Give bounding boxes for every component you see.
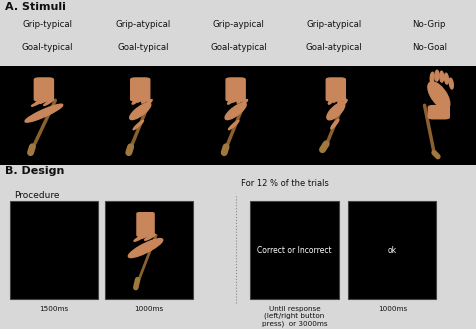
Ellipse shape [429, 72, 433, 83]
Bar [347, 201, 436, 299]
Ellipse shape [144, 234, 155, 240]
Ellipse shape [434, 70, 438, 81]
Ellipse shape [427, 82, 449, 109]
Ellipse shape [137, 232, 148, 238]
Ellipse shape [227, 99, 234, 104]
Ellipse shape [141, 98, 148, 103]
Text: Goal-atypical: Goal-atypical [210, 43, 266, 52]
Text: ok: ok [387, 245, 396, 255]
Ellipse shape [237, 98, 243, 103]
Text: 1000ms: 1000ms [377, 306, 406, 312]
Ellipse shape [31, 100, 43, 106]
Ellipse shape [225, 103, 246, 119]
Ellipse shape [36, 97, 46, 103]
Text: Grip-atypical: Grip-atypical [115, 20, 170, 29]
Ellipse shape [40, 97, 50, 103]
Ellipse shape [240, 100, 247, 105]
Ellipse shape [129, 103, 150, 119]
Text: Goal-typical: Goal-typical [117, 43, 169, 52]
Text: 1500ms: 1500ms [39, 306, 68, 312]
Ellipse shape [145, 100, 152, 105]
Ellipse shape [444, 73, 447, 84]
Ellipse shape [326, 103, 344, 120]
Ellipse shape [327, 98, 333, 104]
Ellipse shape [330, 119, 338, 129]
Bar [10, 201, 98, 299]
Text: B. Design: B. Design [5, 166, 64, 176]
Bar [105, 201, 193, 299]
Text: Grip-aypical: Grip-aypical [212, 20, 264, 29]
Ellipse shape [232, 97, 238, 102]
Text: No-Goal: No-Goal [411, 43, 446, 52]
Ellipse shape [439, 71, 443, 82]
Text: For 12 % of the trials: For 12 % of the trials [240, 179, 328, 188]
Ellipse shape [448, 78, 452, 89]
FancyBboxPatch shape [427, 106, 448, 119]
Ellipse shape [134, 235, 144, 241]
Text: Until response
(left/right button
press)  or 3000ms: Until response (left/right button press)… [261, 306, 327, 327]
Ellipse shape [44, 99, 53, 105]
Text: Grip-atypical: Grip-atypical [306, 20, 361, 29]
Ellipse shape [332, 96, 338, 102]
FancyBboxPatch shape [34, 78, 53, 101]
Ellipse shape [133, 120, 143, 130]
Text: Goal-atypical: Goal-atypical [305, 43, 361, 52]
Text: Grip-typical: Grip-typical [23, 20, 72, 29]
FancyBboxPatch shape [326, 78, 345, 101]
Ellipse shape [137, 97, 143, 102]
Text: No-Grip: No-Grip [412, 20, 445, 29]
Ellipse shape [341, 99, 347, 105]
FancyBboxPatch shape [137, 213, 154, 236]
Text: 1000ms: 1000ms [134, 306, 163, 312]
FancyBboxPatch shape [130, 78, 149, 101]
Ellipse shape [25, 104, 63, 122]
Ellipse shape [337, 97, 343, 103]
Ellipse shape [141, 232, 151, 238]
Text: Goal-typical: Goal-typical [22, 43, 73, 52]
Text: A. Stimuli: A. Stimuli [5, 2, 66, 12]
Bar [250, 201, 338, 299]
FancyBboxPatch shape [226, 78, 245, 101]
Ellipse shape [228, 120, 238, 130]
Bar [0, 66, 476, 164]
Text: Correct or Incorrect: Correct or Incorrect [257, 245, 331, 255]
Ellipse shape [128, 239, 162, 258]
Text: Procedure: Procedure [14, 191, 60, 200]
Ellipse shape [132, 99, 139, 104]
